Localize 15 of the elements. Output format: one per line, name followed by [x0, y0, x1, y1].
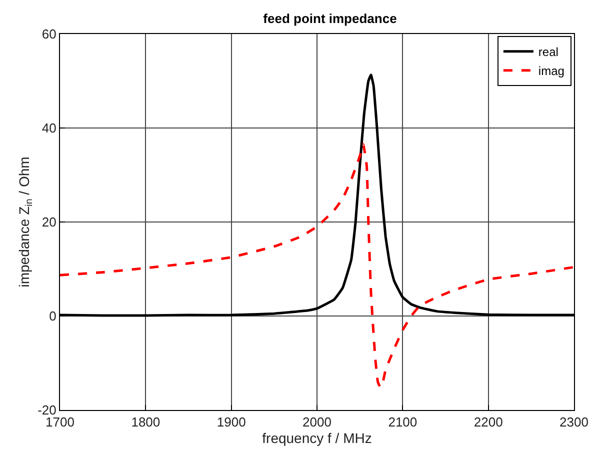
legend-label: real [538, 45, 558, 60]
line-series [60, 143, 574, 389]
x-tick-label: 1800 [131, 414, 160, 430]
chart-title: feed point impedance [263, 10, 397, 26]
y-tick-label: 0 [49, 308, 56, 324]
y-tick-label: 60 [42, 26, 56, 42]
x-tick-label: 2100 [388, 414, 418, 430]
x-tick-label: 2300 [560, 414, 588, 430]
y-tick-label: 20 [42, 214, 56, 230]
y-tick-label: 40 [42, 120, 56, 136]
x-tick-label: 1900 [216, 414, 246, 430]
x-tick-label: 2000 [302, 414, 332, 430]
x-tick-label: 2200 [474, 414, 503, 430]
legend-label: imag [538, 64, 564, 78]
x-axis-title: frequency f / MHz [262, 430, 372, 446]
